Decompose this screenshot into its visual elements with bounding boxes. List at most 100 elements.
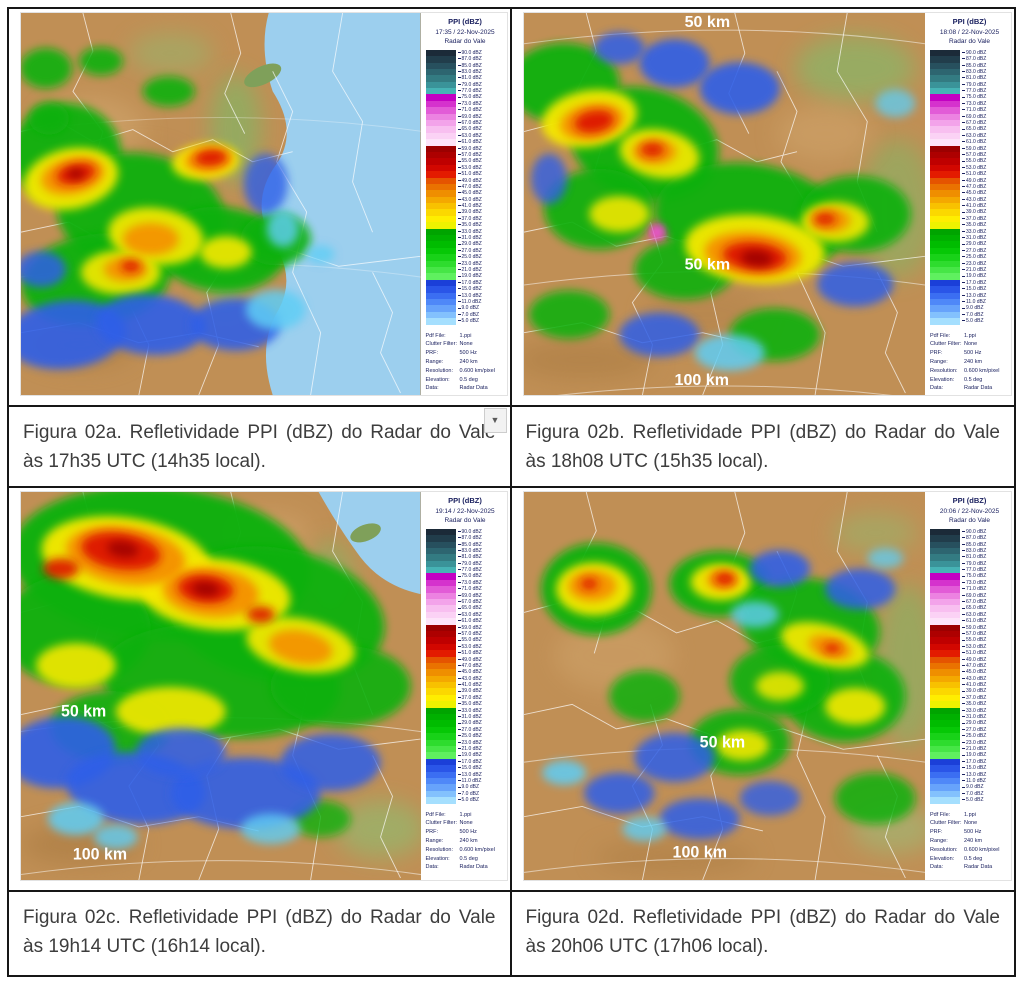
legend-scale-label: 9.0 dBZ [456,784,480,790]
legend-scale-row: 35.0 dBZ [425,701,505,708]
legend-scale-label: 45.0 dBZ [456,669,482,675]
legend-scale-row: 75.0 dBZ [425,573,505,580]
legend-scale-row: 63.0 dBZ [930,132,1009,140]
legend-scale-row: 21.0 dBZ [425,267,505,274]
legend-scale-label: 23.0 dBZ [456,261,482,267]
legend-scale-row: 37.0 dBZ [930,215,1009,223]
legend-color-swatch [930,746,960,753]
legend-scale-row: 21.0 dBZ [930,267,1009,274]
legend-scale-row: 87.0 dBZ [930,56,1009,63]
legend-station: Radar do Vale [948,517,991,525]
legend-header: PPI (dBZ) 18:08 / 22-Nov-2025 Radar do V… [930,17,1009,47]
radar-info-value: 0.600 km/pixel [459,846,495,853]
legend-color-swatch [930,190,960,197]
legend-color-swatch [425,675,456,683]
legend-color-swatch [425,746,456,753]
legend-color-swatch [930,567,960,574]
legend-scale-row: 71.0 dBZ [930,107,1009,114]
legend-color-swatch [425,241,456,248]
legend-scale-row: 33.0 dBZ [425,228,505,236]
legend-scale-row: 11.0 dBZ [425,298,505,306]
legend-scale-row: 67.0 dBZ [930,599,1009,606]
radar-info-row: Elevation: 0.5 deg [426,855,505,864]
legend-scale-label: 7.0 dBZ [456,312,480,318]
radar-info-row: Resolution: 0.600 km/pixel [426,367,505,376]
legend-scale-row: 27.0 dBZ [425,247,505,255]
legend-scale-label: 53.0 dBZ [456,165,482,171]
legend-scale-row: 87.0 dBZ [425,535,505,542]
radar-info-value: Radar Data [964,864,993,871]
legend-color-swatch [930,758,960,766]
svg-text:100 km: 100 km [674,371,728,389]
legend-color-swatch [425,599,456,606]
legend-scale-label: 31.0 dBZ [456,235,482,241]
legend-color-swatch [930,222,960,229]
legend-scale-row: 19.0 dBZ [930,752,1009,759]
legend-color-swatch [425,567,456,574]
legend-scale-row: 53.0 dBZ [930,164,1009,172]
legend-color-swatch [425,68,456,76]
legend-station: Radar do Vale [444,38,486,46]
legend-color-swatch [425,541,456,548]
legend-scale-label: 15.0 dBZ [456,765,482,771]
legend-color-swatch [425,228,456,236]
legend-color-swatch [930,88,960,95]
legend-scale-label: 19.0 dBZ [960,752,986,758]
legend-scale-row: 57.0 dBZ [425,630,505,638]
legend-scale-label: 73.0 dBZ [960,580,986,586]
legend-color-swatch [930,62,960,69]
legend-scale-row: 77.0 dBZ [930,88,1009,95]
legend-scale-row: 73.0 dBZ [425,579,505,587]
echo-layer [21,47,335,370]
radar-panel-d: 50 km 100 km PPI (dBZ) 20:06 / 22-Nov-202… [522,491,1012,881]
legend-color-swatch [930,164,960,172]
legend-color-swatch [425,267,456,274]
legend-scale-label: 9.0 dBZ [960,784,984,790]
legend-color-swatch [930,68,960,76]
legend-scale-label: 73.0 dBZ [456,580,482,586]
svg-text:50 km: 50 km [684,13,730,31]
legend-scale-row: 23.0 dBZ [930,739,1009,746]
legend-scale-row: 11.0 dBZ [930,777,1009,785]
legend-scale-label: 81.0 dBZ [456,75,482,81]
legend-scale-row: 55.0 dBZ [425,158,505,165]
legend-scale-label: 35.0 dBZ [960,222,986,228]
legend-color-swatch [930,694,960,702]
legend-datetime: 19:14 / 22-Nov-2025 [435,507,495,515]
svg-text:50 km: 50 km [61,702,106,720]
legend-color-swatch [425,528,456,536]
legend-color-swatch [930,107,960,114]
radar-info-value: 240 km [964,358,983,365]
legend-color-scale: 90.0 dBZ 87.0 dBZ 85.0 dBZ 83.0 dBZ 81.0 dBZ… [930,528,1009,804]
legend-scale-label: 77.0 dBZ [456,567,482,573]
legend-scale-row: 47.0 dBZ [930,183,1009,191]
legend-color-swatch [425,777,456,785]
radar-info-label: PRF: [425,829,439,836]
legend-scale-row: 7.0 dBZ [930,311,1009,319]
radar-legend-d: PPI (dBZ) 20:06 / 22-Nov-2025 Radar do V… [925,492,1011,880]
legend-scale-label: 67.0 dBZ [456,120,482,126]
legend-scale-label: 41.0 dBZ [960,682,986,688]
legend-scale-label: 5.0 dBZ [960,797,984,803]
radar-info-value: 0.5 deg [459,855,478,862]
radar-info-row: Elevation: 0.5 deg [930,376,1009,385]
legend-scale-row: 37.0 dBZ [425,215,505,223]
radar-info-row: PRF: 500 Hz [426,349,505,358]
legend-scale-row: 55.0 dBZ [930,637,1009,644]
legend-scale-row: 57.0 dBZ [930,151,1009,159]
legend-scale-row: 79.0 dBZ [930,81,1009,89]
legend-scale-label: 37.0 dBZ [456,695,482,701]
legend-color-swatch [930,726,960,734]
legend-scale-row: 73.0 dBZ [930,100,1009,108]
legend-scale-label: 47.0 dBZ [456,184,482,190]
legend-scale-row: 45.0 dBZ [930,669,1009,676]
echo-layer [523,32,915,371]
legend-scale-row: 39.0 dBZ [930,688,1009,695]
legend-scale-row: 17.0 dBZ [930,279,1009,287]
legend-scale-row: 51.0 dBZ [930,650,1009,657]
legend-scale-label: 19.0 dBZ [456,273,482,279]
legend-color-swatch [425,158,456,165]
caption-scroll-dropdown-button[interactable]: ▼ [483,408,507,433]
figure-caption-cell-d: Figura 02d. Refletividade PPI (dBZ) do R… [511,892,1014,975]
radar-info-value: 0.5 deg [964,855,983,862]
